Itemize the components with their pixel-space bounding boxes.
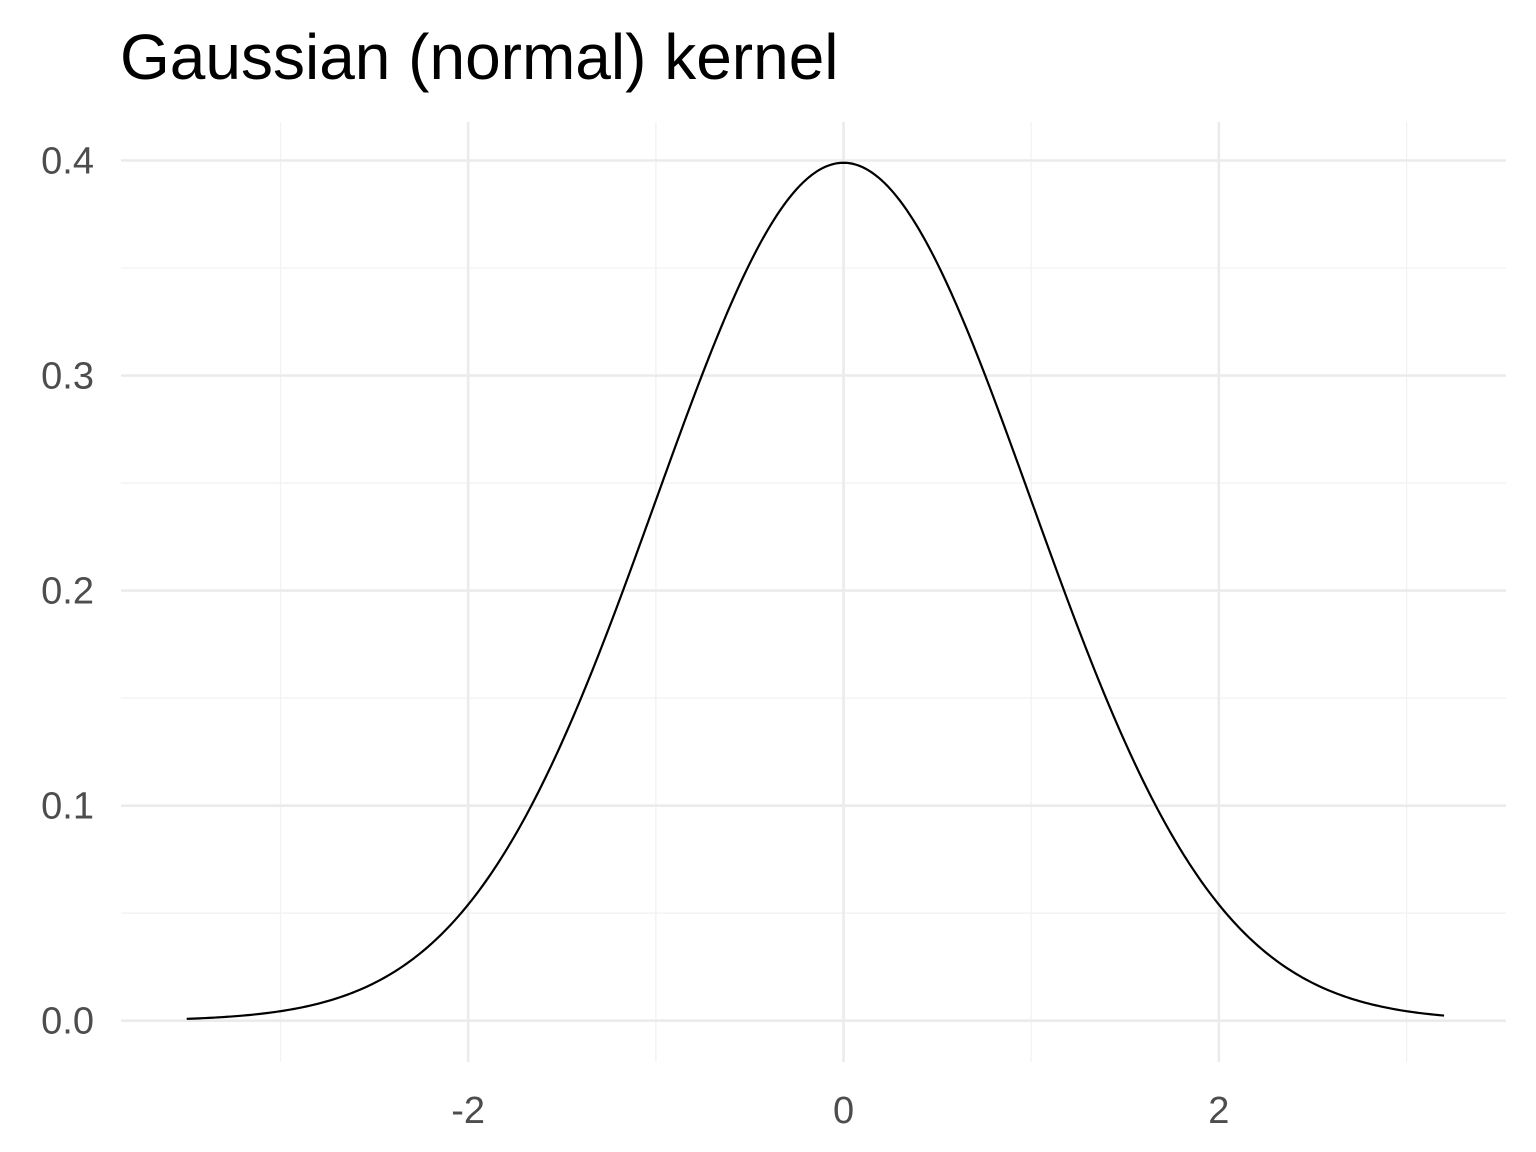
y-tick-label: 0.4 xyxy=(41,140,94,182)
chart-title: Gaussian (normal) kernel xyxy=(120,21,839,93)
x-tick-label: 0 xyxy=(833,1090,854,1132)
x-axis-tick-labels: -2 0 2 xyxy=(451,1090,1229,1132)
plot-series xyxy=(186,161,1445,1020)
x-tick-label: 2 xyxy=(1208,1090,1229,1132)
minor-gridlines xyxy=(121,122,1506,1062)
density-curve-line xyxy=(186,161,1445,1020)
y-tick-label: 0.1 xyxy=(41,786,94,828)
y-tick-label: 0.0 xyxy=(41,1001,94,1043)
major-gridlines xyxy=(121,122,1506,1062)
y-tick-label: 0.3 xyxy=(41,356,94,398)
y-tick-label: 0.2 xyxy=(41,571,94,613)
y-axis-tick-labels: 0.0 0.1 0.2 0.3 0.4 xyxy=(41,140,94,1042)
x-tick-label: -2 xyxy=(451,1090,485,1132)
